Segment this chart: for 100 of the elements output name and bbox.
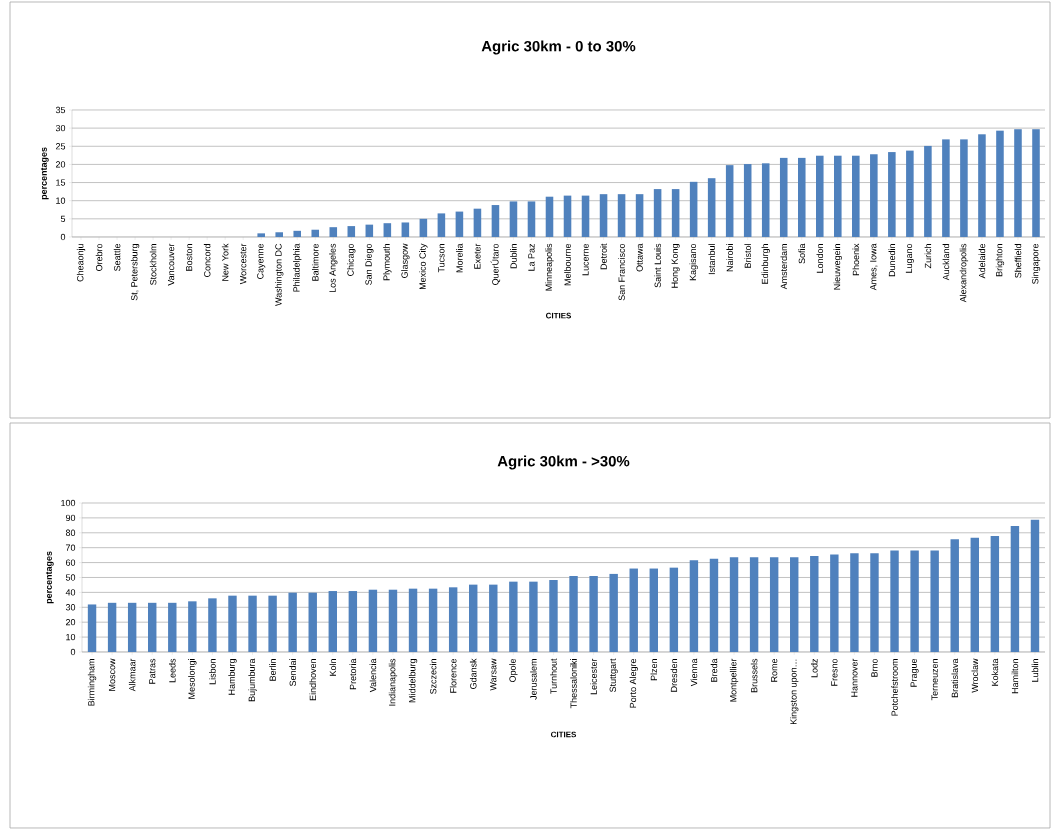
bar [275,232,283,237]
x-tick-label: Hamilton [1011,659,1019,694]
bar [329,227,338,237]
bar [890,550,899,652]
bar [228,595,237,652]
bar [448,587,458,652]
x-tick-label: QuerÚtaro [490,243,501,285]
x-tick-label: Thessaloniki [570,659,577,709]
y-tick-label: 10 [66,633,76,641]
bar [689,181,698,237]
bar [707,178,716,237]
bar [581,195,590,237]
x-tick-label: Nairobi [726,244,733,272]
x-tick-label: Stockholm [149,244,157,285]
bar [743,164,752,237]
bar [188,601,197,652]
y-tick-label: 40 [65,589,76,596]
x-tick-label: Lublin [1031,659,1039,682]
x-tick-label: Edinburgh [761,244,770,284]
bar [563,195,572,237]
x-tick-label: Seattle [113,243,121,272]
chart-title: Agric 30km - 0 to 30% [481,40,636,55]
x-tick-label: Brighton [995,244,1005,277]
x-tick-label: Wroclaw [971,658,979,693]
bar [1030,519,1040,652]
bar [1010,526,1020,652]
y-tick-label: 15 [56,179,66,186]
x-tick-label: Pretoria [349,658,357,690]
x-tick-label: Koln [329,659,337,676]
x-tick-label: Dublin [510,244,517,269]
bar [978,134,986,237]
bar [328,591,337,652]
y-tick-label: 80 [65,529,76,536]
bar [629,568,638,652]
x-tick-label: Lodz [811,658,818,678]
bar [545,196,554,237]
bar [127,602,137,652]
bar [653,189,662,237]
x-tick-label: Alkmaar [128,658,136,692]
x-tick-label: Moscow [108,658,116,691]
bar [288,592,297,652]
bar [257,233,265,237]
x-tick-label: Auckland [942,244,950,281]
bar [489,584,498,652]
x-tick-label: St, Petersburg [130,244,140,301]
x-tick-label: Hamburg [228,659,237,695]
x-tick-label: Prague [910,658,919,687]
x-tick-label: Birmingham [87,659,97,706]
bar [529,581,538,652]
bar [888,152,896,237]
bar [906,150,914,237]
x-tick-label: Lugano [905,243,914,273]
x-tick-label: Baltimore [311,243,319,281]
bar [107,602,117,652]
bar [797,157,806,237]
x-tick-label: Detroit [600,243,607,270]
bar [308,592,317,652]
x-tick-label: Concord [203,244,211,277]
y-tick-label: 25 [55,143,66,150]
bar [990,536,1000,652]
bar [1014,129,1022,237]
x-tick-label: Nieuwegein [833,244,842,290]
x-tick-label: Warsaw [490,658,497,691]
bar [348,591,358,652]
x-tick-label: Zurich [924,244,932,269]
bar [850,553,859,652]
x-tick-label: Indianapolis [388,658,398,706]
x-tick-label: Saint Louis [654,243,661,288]
bar [649,568,658,652]
chart-title: Agric 30km - >30% [497,455,630,470]
y-axis-title: percentages [40,147,49,200]
bar [870,553,879,652]
x-tick-label: Kingston upon… [790,659,799,725]
x-tick-label: Fresno [831,658,838,686]
x-tick-label: Mexico City [419,243,428,290]
bar [810,555,819,652]
x-tick-label: Sheffield [1014,244,1022,278]
x-tick-label: Sofia [798,243,806,264]
bar [1032,129,1040,237]
x-tick-label: Brno [871,658,878,677]
y-tick-label: 5 [60,215,66,222]
x-tick-label: Ottawa [636,243,643,272]
x-tick-label: Opole [509,658,518,683]
x-tick-label: Singapore [1031,243,1041,284]
y-tick-label: 50 [65,574,76,581]
bar [383,223,392,237]
y-tick-label: 30 [55,124,66,132]
bar [469,584,478,652]
x-tick-label: Melbourne [564,243,571,286]
x-tick-label: Istanbul [708,244,715,275]
bar [293,230,302,237]
x-tick-label: Alexandropolis [959,243,969,303]
x-tick-label: Minneapolis [545,243,554,291]
bar [549,580,558,652]
bar [950,539,959,652]
x-tick-label: Kokata [991,658,999,686]
bar [749,557,759,652]
bar [268,595,277,652]
bar [437,213,446,237]
y-tick-label: 35 [55,106,66,114]
